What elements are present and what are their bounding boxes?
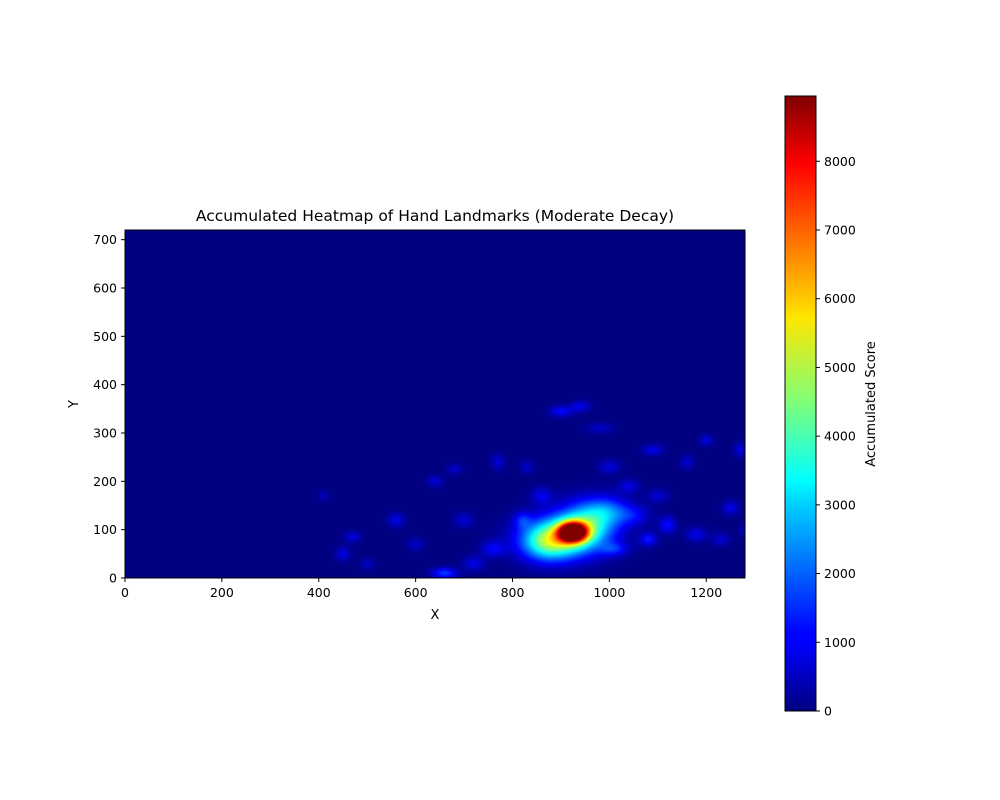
x-tick-label: 600: [404, 585, 428, 600]
y-tick-label: 0: [109, 571, 117, 586]
y-tick-label: 400: [93, 377, 117, 392]
y-tick-label: 500: [93, 329, 117, 344]
colorbar-tick-label: 3000: [824, 497, 856, 512]
colorbar-label: Accumulated Score: [864, 341, 879, 467]
x-tick-label: 400: [307, 585, 331, 600]
colorbar-tick-label: 1000: [824, 635, 856, 650]
colorbar-tick-label: 6000: [824, 291, 856, 306]
colorbar: [784, 95, 817, 712]
y-tick-label: 100: [93, 522, 117, 537]
x-tick-label: 1000: [593, 585, 625, 600]
x-tick-label: 800: [501, 585, 525, 600]
colorbar-tick-label: 4000: [824, 429, 856, 444]
x-tick-label: 0: [121, 585, 129, 600]
chart-title: Accumulated Heatmap of Hand Landmarks (M…: [196, 207, 674, 225]
colorbar-tick-label: 8000: [824, 154, 856, 169]
y-tick-label: 200: [93, 474, 117, 489]
y-tick-label: 700: [93, 232, 117, 247]
x-tick-label: 1200: [690, 585, 722, 600]
plot-frame: [124, 229, 746, 579]
colorbar-tick-label: 7000: [824, 222, 856, 237]
x-tick-label: 200: [210, 585, 234, 600]
colorbar-tick-label: 0: [824, 704, 832, 719]
heatmap-image: [125, 230, 745, 578]
colorbar-tick-label: 5000: [824, 360, 856, 375]
x-axis-label: X: [431, 608, 440, 623]
y-tick-label: 300: [93, 426, 117, 441]
colorbar-ticks: 0 1000 2000 3000 4000 5000 6000 7000 8000: [816, 154, 856, 719]
y-axis-ticks: 0 100 200 300 400 500 600 700: [93, 232, 125, 586]
y-axis-label: Y: [67, 400, 82, 409]
y-tick-label: 600: [93, 281, 117, 296]
colorbar-tick-label: 2000: [824, 566, 856, 581]
x-axis-ticks: 0 200 400 600 800 1000 1200: [121, 578, 722, 600]
